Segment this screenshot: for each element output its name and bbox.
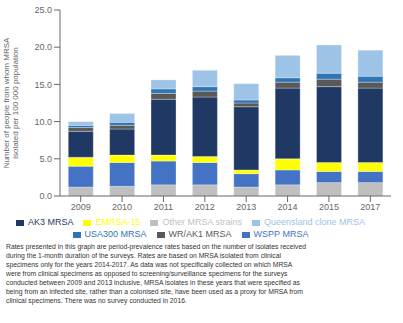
html-text:Rates presented in this graph: Rates presented in this graph are period… [6,243,306,304]
svg-text:5.0: 5.0 [39,154,52,164]
svg-text:0.0: 0.0 [39,191,52,201]
svg-text:2014: 2014 [278,202,298,212]
html-text:Other MRSA strains: Other MRSA strains [162,217,242,227]
svg-text:20.0: 20.0 [34,42,52,52]
svg-text:2011: 2011 [154,202,173,212]
svg-text:Number of people from whom MRS: Number of people from whom MRSAisolated … [8,37,20,168]
html-text:WR/AK1 MRSA: WR/AK1 MRSA [168,229,232,239]
svg-text:2012: 2012 [195,202,215,212]
svg-text:2017: 2017 [360,202,380,212]
html-text:EMRSA-15: EMRSA-15 [95,217,141,227]
svg-text:2010: 2010 [112,202,132,212]
svg-text:2013: 2013 [236,202,256,212]
html-text:WSPP MRSA: WSPP MRSA [253,229,309,239]
html-text:USA300 MRSA: USA300 MRSA [84,229,147,239]
svg-text:25.0: 25.0 [34,5,52,15]
html-text:AK3 MRSA: AK3 MRSA [27,217,74,227]
svg-text:10.0: 10.0 [34,117,52,127]
html-text:Queensland clone MRSA: Queensland clone MRSA [264,217,366,227]
svg-text:2009: 2009 [71,202,91,212]
svg-text:15.0: 15.0 [34,80,52,90]
svg-text:2015: 2015 [319,202,339,212]
